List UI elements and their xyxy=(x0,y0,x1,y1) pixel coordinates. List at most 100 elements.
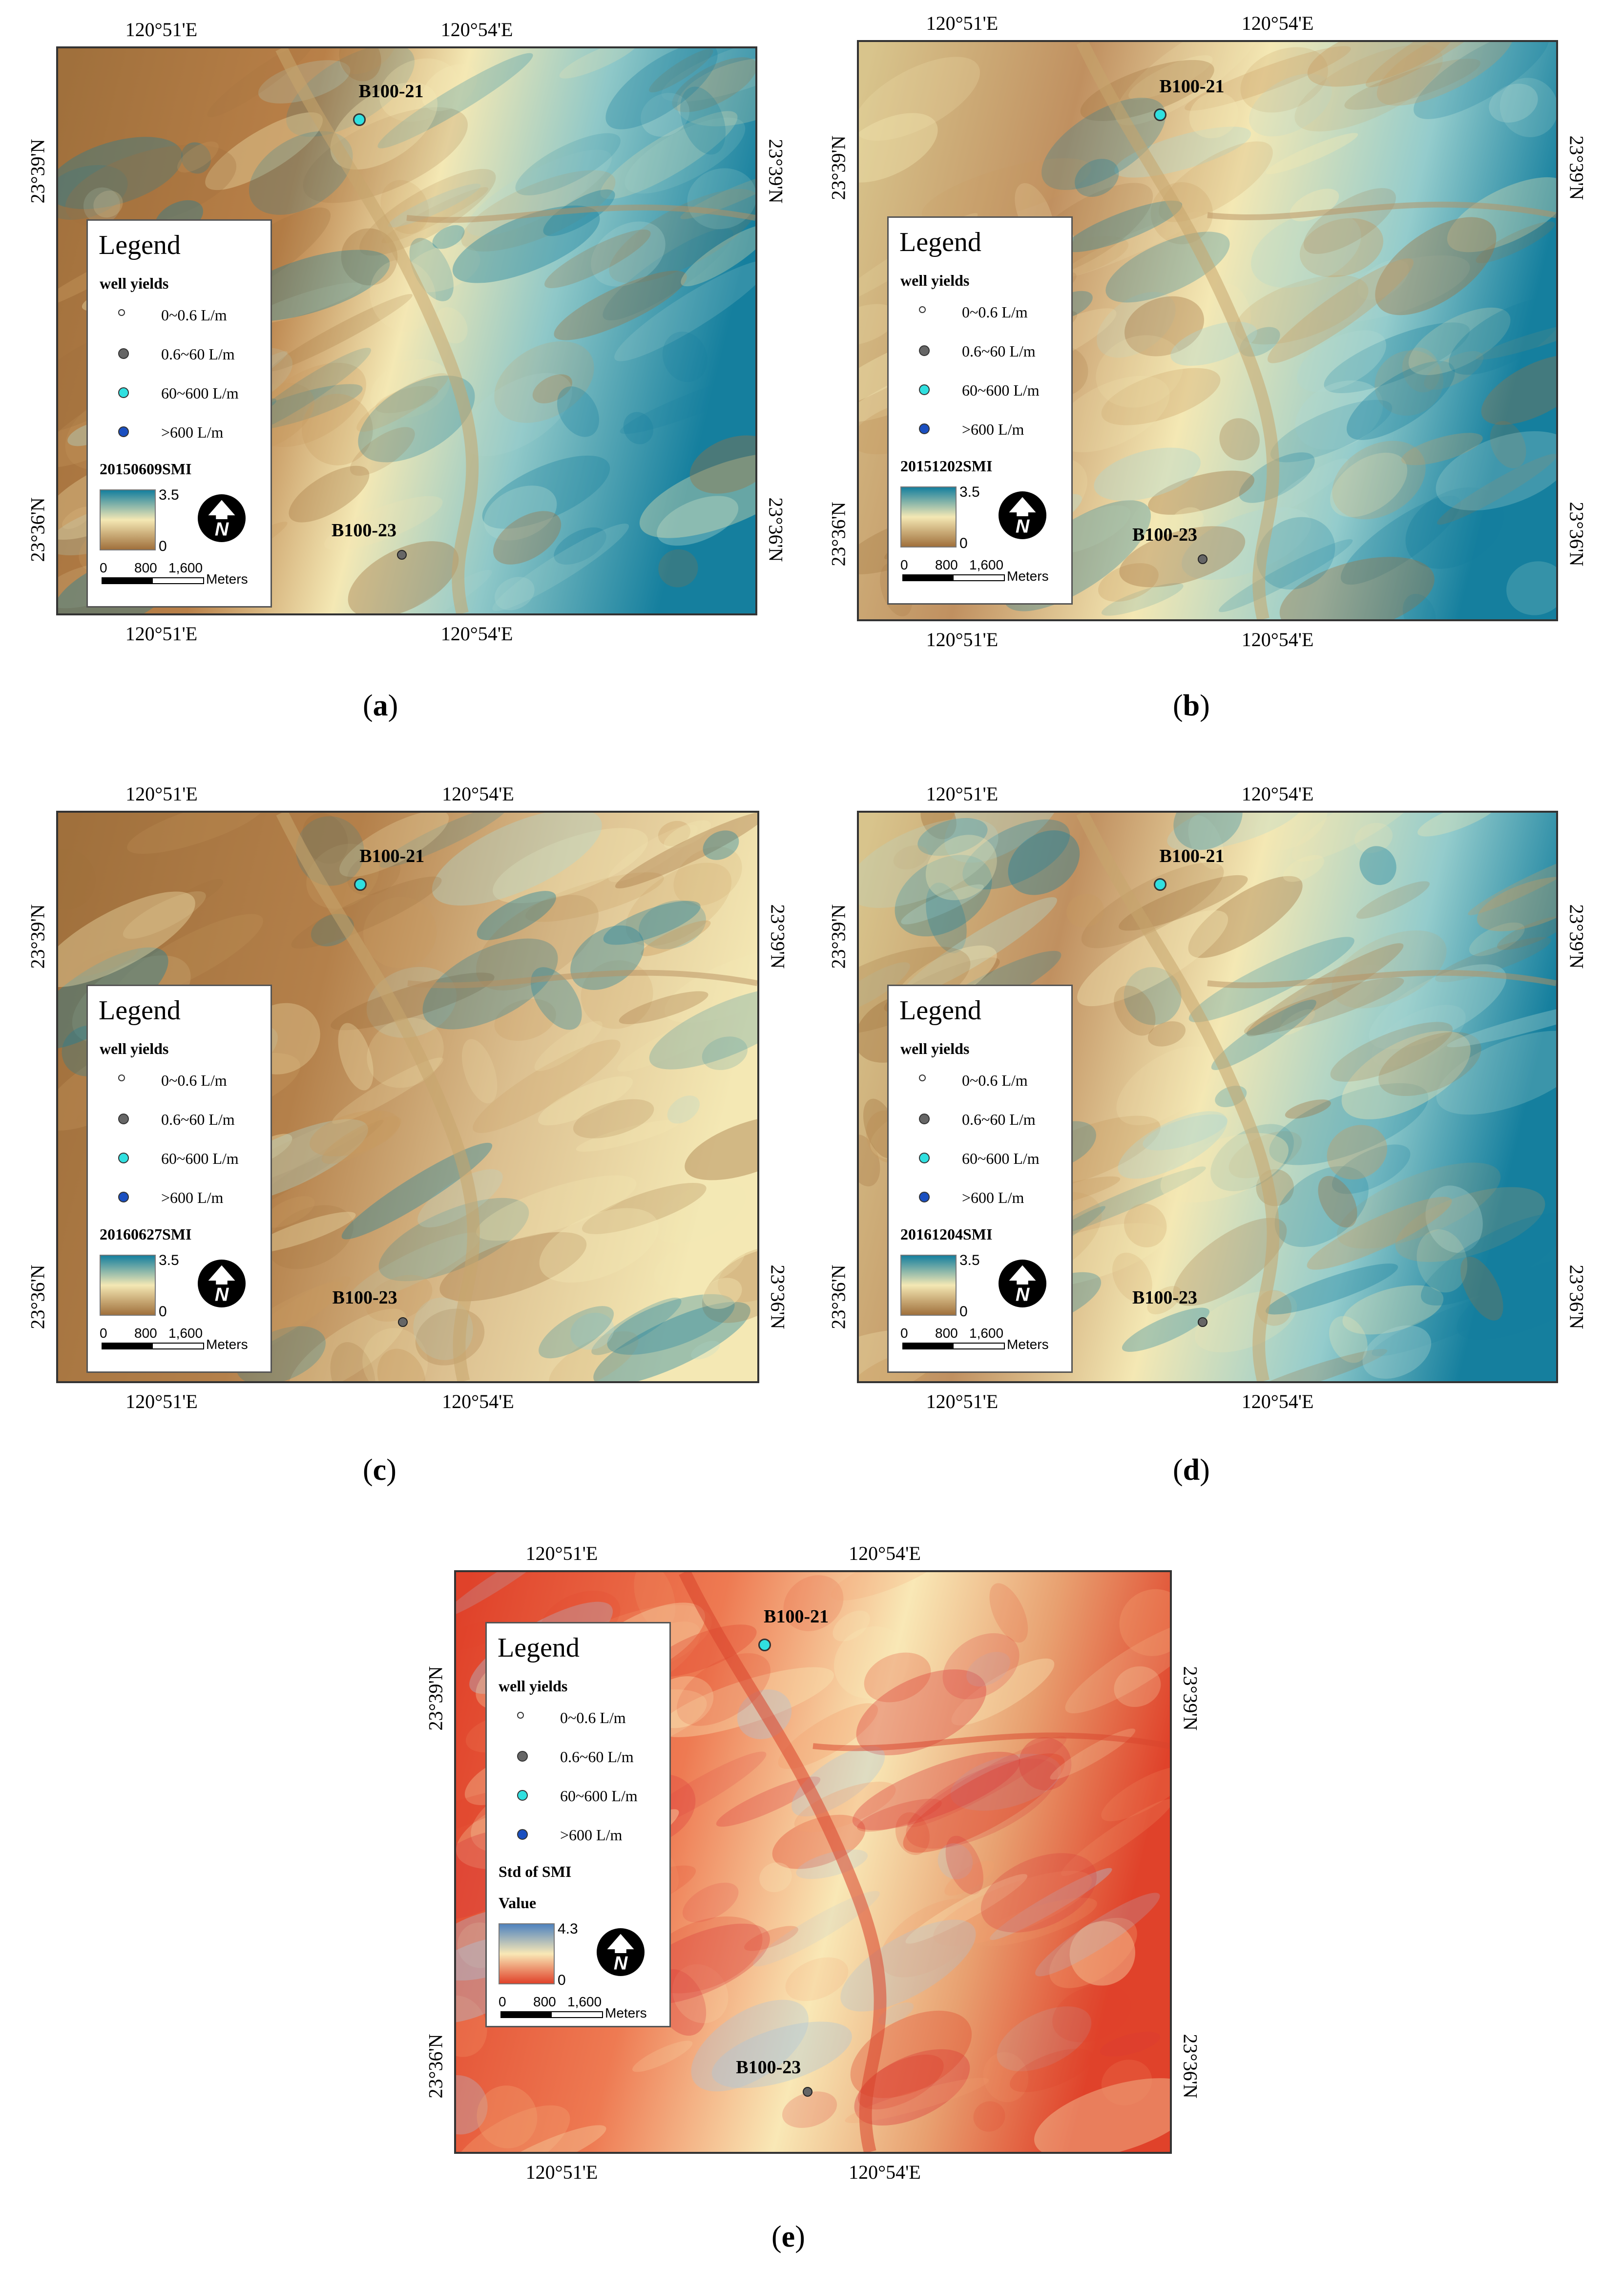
legend-item-3: >600 L/m xyxy=(161,1188,224,1206)
lat-tick-right-top: 23°39'N xyxy=(1565,904,1588,969)
river-channel xyxy=(1076,42,1280,619)
lon-tick-bottom-left: 120°51'E xyxy=(926,629,999,651)
terrain-texture xyxy=(452,205,600,283)
terrain-texture xyxy=(1065,1620,1170,1714)
terrain-texture xyxy=(1375,217,1497,316)
terrain-texture xyxy=(1122,1307,1210,1352)
terrain-texture xyxy=(942,1633,1020,1700)
terrain-texture xyxy=(1119,875,1248,931)
terrain-texture xyxy=(1469,922,1525,956)
terrain-texture xyxy=(1378,1031,1481,1096)
terrain-texture xyxy=(607,1294,735,1355)
terrain-texture xyxy=(1034,2078,1170,2152)
terrain-texture xyxy=(662,332,708,382)
lat-tick-right-bottom: 23°36'N xyxy=(767,1264,789,1329)
terrain-texture xyxy=(1041,98,1166,190)
terrain-texture xyxy=(291,876,442,949)
terrain-texture xyxy=(1506,561,1556,615)
lon-tick-bottom-right: 120°54'E xyxy=(849,2161,921,2183)
terrain-texture xyxy=(1436,1031,1556,1115)
legend-title: Legend xyxy=(498,1632,580,1663)
terrain-texture xyxy=(339,48,397,74)
terrain-texture xyxy=(1235,275,1369,345)
legend-dot-2 xyxy=(118,387,129,398)
terrain-texture xyxy=(1210,1124,1294,1191)
terrain-texture xyxy=(1167,813,1305,851)
well-label-b100-21: B100-21 xyxy=(359,845,425,866)
river-channel xyxy=(679,1572,887,2152)
terrain-texture xyxy=(1359,846,1396,885)
terrain-texture xyxy=(58,165,128,220)
scale-unit: Meters xyxy=(206,571,248,587)
panel-caption: (d) xyxy=(1173,1453,1210,1487)
terrain-texture xyxy=(672,57,755,112)
terrain-texture xyxy=(363,897,437,968)
terrain-texture xyxy=(392,569,492,613)
river-channel xyxy=(1076,813,1280,1381)
terrain-texture xyxy=(1129,499,1184,550)
terrain-texture xyxy=(1050,1728,1136,1780)
terrain-texture xyxy=(944,1861,995,1896)
terrain-texture xyxy=(341,1142,493,1240)
north-arrow-icon: N xyxy=(999,1259,1046,1307)
terrain-texture xyxy=(1295,380,1383,450)
terrain-texture xyxy=(1329,1316,1368,1363)
terrain-texture xyxy=(1124,1203,1167,1247)
terrain-texture xyxy=(1318,1176,1357,1228)
panel-caption: (a) xyxy=(363,689,398,722)
terrain-texture xyxy=(165,879,224,914)
lat-tick-right-bottom: 23°36'N xyxy=(1565,1264,1588,1329)
lon-tick-top-right: 120°54'E xyxy=(1241,783,1314,805)
terrain-texture xyxy=(1249,73,1332,137)
well-marker-b100-23 xyxy=(1197,554,1208,565)
tributary-channel xyxy=(406,204,755,223)
legend-dot-1 xyxy=(118,1113,129,1124)
legend-ramp-min: 0 xyxy=(159,538,167,554)
legend-dot-3 xyxy=(919,1191,930,1202)
terrain-texture xyxy=(990,1868,1112,1940)
lon-tick-top-right: 120°54'E xyxy=(440,19,513,41)
terrain-texture xyxy=(643,1916,763,1994)
terrain-texture xyxy=(494,577,535,610)
terrain-texture xyxy=(432,225,465,249)
legend-title: Legend xyxy=(99,230,181,260)
scale-bar xyxy=(500,2011,603,2018)
terrain-texture xyxy=(1266,133,1358,174)
terrain-texture xyxy=(641,93,689,137)
terrain-texture xyxy=(680,86,726,155)
legend-item-3: >600 L/m xyxy=(962,1188,1024,1206)
terrain-texture xyxy=(620,371,755,434)
svg-text:N: N xyxy=(215,519,229,540)
lon-tick-top-left: 120°51'E xyxy=(926,12,999,34)
terrain-texture xyxy=(1299,218,1384,277)
terrain-texture xyxy=(1476,221,1555,263)
terrain-texture xyxy=(515,133,621,196)
terrain-texture xyxy=(378,1198,529,1282)
terrain-texture xyxy=(356,373,448,432)
terrain-texture xyxy=(973,2101,1005,2132)
lat-tick-left-top: 23°39'N xyxy=(26,139,49,204)
lat-tick-right-bottom: 23°36'N xyxy=(1179,2034,1202,2099)
terrain-texture xyxy=(493,828,648,904)
terrain-texture xyxy=(1369,964,1507,1050)
terrain-texture xyxy=(950,1753,1062,1811)
lon-tick-top-left: 120°51'E xyxy=(926,783,999,805)
terrain-texture xyxy=(456,1995,487,2057)
terrain-texture xyxy=(493,511,562,565)
terrain-texture xyxy=(417,1169,503,1228)
terrain-texture xyxy=(1414,42,1549,119)
terrain-texture xyxy=(358,375,475,463)
terrain-texture xyxy=(409,237,454,301)
lon-tick-bottom-left: 120°51'E xyxy=(926,1390,999,1412)
terrain-texture xyxy=(1402,593,1436,619)
terrain-texture xyxy=(782,2091,837,2128)
terrain-texture xyxy=(559,48,639,79)
legend-dot-0 xyxy=(118,309,125,316)
terrain-texture xyxy=(632,2041,693,2072)
terrain-texture xyxy=(1265,1263,1398,1315)
terrain-texture xyxy=(1114,985,1156,1036)
legend-ramp-max: 3.5 xyxy=(159,1252,179,1268)
terrain-texture xyxy=(525,872,664,922)
terrain-texture xyxy=(1119,1589,1170,1656)
panel-caption: (b) xyxy=(1173,689,1210,722)
